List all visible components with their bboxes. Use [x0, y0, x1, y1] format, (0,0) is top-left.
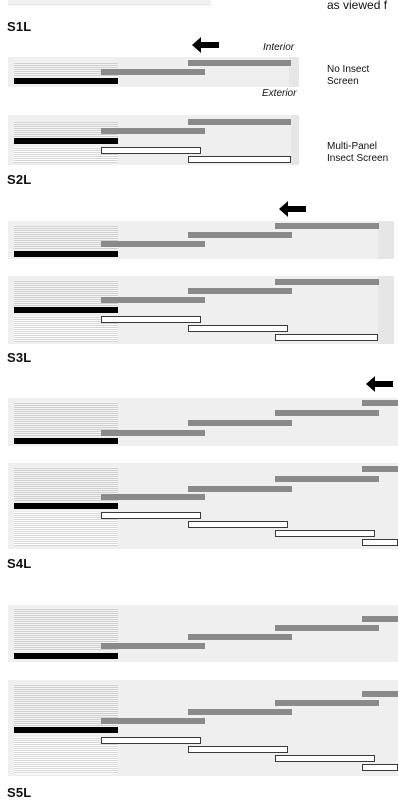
s3l-screen-sliding-1	[362, 466, 398, 472]
s2l-screen-jamb	[378, 276, 394, 344]
config-label-s3l: S3L	[7, 350, 32, 365]
s4l-screen-panel-4	[362, 764, 398, 771]
config-label-s2l: S2L	[7, 172, 32, 187]
s2l-screen-pocket	[14, 316, 118, 342]
exterior-label: Exterior	[262, 88, 297, 99]
s2l-fixed-panel	[14, 251, 118, 257]
s1l-screen-jamb	[291, 115, 299, 165]
s2l-sliding-panel-1	[275, 223, 379, 229]
s2l-screen-panel-3	[275, 334, 378, 341]
no-screen-note: No Insect Screen	[327, 64, 369, 88]
s4l-sliding-panel-1	[362, 616, 398, 622]
s3l-screen-sliding-3	[188, 486, 292, 492]
s4l-wall-pocket	[14, 608, 118, 651]
s4l-screen-wall-pocket	[14, 684, 118, 727]
s2l-wall-pocket	[14, 225, 118, 249]
no-screen-line-1: No Insect	[327, 64, 370, 75]
interior-label: Interior	[263, 42, 295, 53]
s4l-screen-panel-2	[188, 746, 288, 753]
s2l-screen-sliding-1	[275, 279, 379, 285]
s1l-fixed-panel	[14, 78, 118, 84]
s1l-screen-sliding-1	[188, 119, 291, 125]
s3l-sliding-panel-1	[362, 400, 398, 406]
s1l-screen-sliding-2	[101, 128, 205, 134]
s1l-jamb	[289, 57, 299, 87]
caption-fragment: as viewed f	[327, 0, 388, 12]
s3l-screen-wall-pocket	[14, 467, 118, 501]
s3l-sliding-panel-3	[188, 420, 292, 426]
s2l-screen-sliding-2	[188, 288, 292, 294]
s4l-screen-fixed	[14, 727, 118, 733]
s2l-screen-panel-2	[188, 325, 288, 332]
s4l-screen-pocket	[14, 737, 118, 774]
s3l-screen-fixed	[14, 503, 118, 509]
s1l-sliding-panel-2	[101, 69, 205, 75]
arrow-left-icon	[192, 37, 219, 53]
s1l-screen-fixed	[14, 138, 118, 144]
s2l-screen-sliding-3	[101, 297, 205, 303]
s3l-fixed-panel	[14, 438, 118, 444]
s2l-screen-panel-1	[101, 316, 201, 323]
s1l-screen-pocket	[14, 147, 118, 163]
s3l-screen-panel-3	[275, 530, 375, 537]
s2l-screen-wall-pocket	[14, 280, 118, 306]
s1l-wall-pocket	[14, 62, 118, 77]
top-strip	[8, 0, 211, 5]
s1l-sliding-panel-1	[188, 60, 291, 66]
s3l-screen-panel-1	[101, 512, 201, 519]
arrow-left-icon	[366, 376, 393, 392]
s4l-screen-sliding-4	[101, 718, 205, 724]
s4l-sliding-panel-3	[188, 634, 292, 640]
multi-screen-line-1: Multi-Panel	[327, 141, 378, 152]
s3l-screen-sliding-4	[101, 494, 205, 500]
no-screen-line-2: Screen	[327, 76, 359, 87]
multi-screen-note: Multi-Panel Insect Screen	[327, 141, 388, 165]
s2l-jamb	[378, 221, 394, 259]
s3l-sliding-panel-4	[101, 430, 205, 436]
s3l-screen-pocket	[14, 512, 118, 546]
config-label-s4l: S4L	[7, 556, 32, 571]
multi-screen-line-2: Insect Screen	[327, 153, 389, 164]
s2l-sliding-panel-2	[188, 232, 292, 238]
s4l-sliding-panel-2	[275, 625, 379, 631]
config-label-s1l: S1L	[7, 19, 32, 34]
s3l-screen-sliding-2	[275, 476, 379, 482]
s3l-screen-panel-2	[188, 521, 288, 528]
s4l-fixed-panel	[14, 653, 118, 659]
s4l-screen-sliding-1	[362, 691, 398, 697]
s3l-wall-pocket	[14, 402, 118, 436]
s4l-screen-sliding-2	[275, 700, 379, 706]
s2l-sliding-panel-3	[101, 241, 205, 247]
s4l-sliding-panel-4	[101, 643, 205, 649]
s1l-screen-wall-pocket	[14, 121, 118, 138]
s1l-screen-panel-2	[188, 156, 291, 163]
s3l-screen-panel-4	[362, 539, 398, 546]
s2l-screen-fixed	[14, 307, 118, 313]
s4l-screen-panel-3	[275, 755, 375, 762]
s1l-screen-panel-1	[101, 147, 201, 154]
s4l-screen-sliding-3	[188, 709, 292, 715]
s4l-screen-panel-1	[101, 737, 201, 744]
config-label-s5l: S5L	[7, 785, 32, 800]
arrow-left-icon	[279, 201, 306, 217]
s3l-sliding-panel-2	[275, 410, 379, 416]
